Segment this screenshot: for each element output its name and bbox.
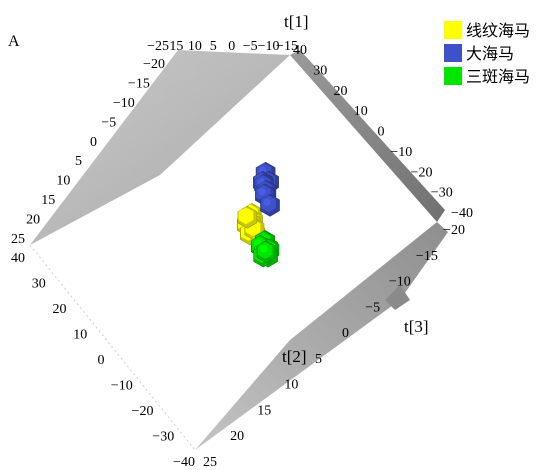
left-tick-label: −15 (128, 76, 150, 91)
legend-swatch (444, 44, 462, 62)
left-tick-label: 5 (75, 154, 82, 169)
legend-swatch (444, 21, 462, 39)
t2-tick-label: −20 (132, 404, 154, 419)
legend-label: 线纹海马 (466, 21, 530, 40)
top-tick-label: 5 (210, 39, 217, 54)
left-tick-label: −10 (113, 96, 135, 111)
t3-tick-label: 10 (284, 378, 298, 393)
left-tick-label: 15 (41, 193, 55, 208)
data-point (256, 240, 277, 264)
legend-swatch (444, 67, 462, 85)
t1-tick-label: 30 (313, 63, 327, 78)
top-tick-label: −10 (258, 39, 280, 54)
top-tick-label: 15 (169, 39, 183, 54)
data-point (237, 205, 258, 229)
t1-tick-label: −10 (390, 145, 412, 160)
t3-tick-label: −5 (365, 300, 380, 315)
series-cluster (253, 161, 280, 217)
t2-tick-label: 30 (32, 277, 46, 292)
t3-tick-label: −10 (389, 275, 411, 290)
axis-label-t2: t[2] (282, 347, 307, 366)
t3-tick-label: 0 (342, 326, 349, 341)
left-tick-label: 25 (11, 232, 25, 247)
right-edge-wall (290, 50, 445, 222)
panel-label: A (8, 33, 20, 50)
t1-tick-label: −20 (411, 165, 433, 180)
t3-axis-arrow-fin (385, 285, 410, 310)
left-tick-label: 10 (56, 174, 70, 189)
t3-tick-label: 5 (315, 352, 322, 367)
left-tick-label: 0 (90, 135, 97, 150)
left-front-edge (29, 244, 196, 451)
t3-tick-label: 15 (257, 403, 271, 418)
t3-tick-label: 20 (230, 429, 244, 444)
data-point (260, 193, 280, 217)
t1-tick-label: 0 (378, 125, 385, 140)
t2-tick-label: 40 (11, 251, 25, 266)
top-tick-label: −25 (147, 39, 169, 54)
top-tick-label: 10 (188, 39, 202, 54)
legend-label: 大海马 (466, 44, 514, 63)
top-tick-label: −15 (276, 39, 298, 54)
t3-tick-label: −20 (443, 223, 465, 238)
t1-tick-label: −40 (451, 206, 473, 221)
t1-tick-label: 20 (334, 84, 348, 99)
t2-tick-label: 20 (53, 302, 67, 317)
t1-tick-label: −30 (431, 186, 453, 201)
t1-tick-label: 40 (293, 43, 307, 58)
t2-tick-label: −10 (111, 379, 133, 394)
t1-tick-label: 10 (354, 104, 368, 119)
t3-tick-label: −15 (416, 249, 438, 264)
t3-tick-label: 25 (203, 455, 217, 470)
legend-label: 三斑海马 (466, 67, 530, 86)
axis-label-t3: t[3] (404, 317, 429, 336)
t2-tick-label: 10 (73, 328, 87, 343)
top-tick-label: 0 (228, 39, 235, 54)
top-tick-label: −5 (243, 39, 258, 54)
t2-tick-label: −40 (173, 455, 195, 470)
bottom-right-wall (195, 222, 448, 450)
series-cluster (251, 230, 280, 268)
t2-tick-label: −30 (152, 430, 174, 445)
left-tick-label: 20 (26, 213, 40, 228)
series-cluster (237, 203, 266, 246)
left-back-wall (30, 50, 290, 245)
axis-label-t1: t[1] (284, 12, 309, 31)
t2-tick-label: 0 (98, 353, 105, 368)
left-tick-label: −5 (101, 115, 116, 130)
left-tick-label: −20 (143, 57, 165, 72)
